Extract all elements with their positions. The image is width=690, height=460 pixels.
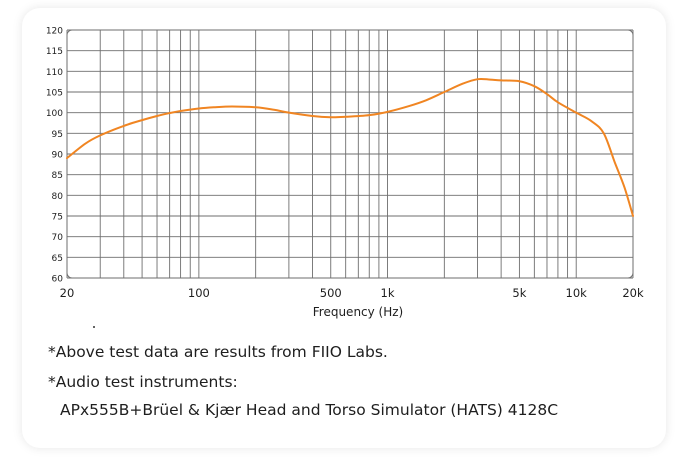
axes: 60 65 70 75 80 85 90 95 100 105 110 115 120 20 100 500 1… xyxy=(46,27,644,301)
note-test-data-source: *Above test data are results from FIIO L… xyxy=(48,343,388,361)
plot-frame xyxy=(66,29,634,279)
y-tick-label: 95 xyxy=(52,130,63,140)
y-tick-label: 60 xyxy=(52,275,64,285)
series-layer xyxy=(66,77,634,217)
y-tick-label: 90 xyxy=(52,151,64,161)
y-tick-label: 85 xyxy=(52,171,63,181)
x-tick-label: 20k xyxy=(622,286,644,300)
x-tick-label: 100 xyxy=(188,286,210,300)
y-tick-label: 105 xyxy=(46,89,63,99)
chart-card xyxy=(22,8,666,448)
note-test-instruments: APx555B+Brüel & Kjær Head and Torso Simu… xyxy=(60,401,559,419)
y-tick-label: 115 xyxy=(46,47,63,57)
y-tick-label: 65 xyxy=(52,254,63,264)
note-test-instruments-heading: *Audio test instruments: xyxy=(48,373,238,391)
y-tick-label: 70 xyxy=(52,233,64,243)
x-tick-label: 1k xyxy=(381,286,395,300)
grid xyxy=(66,29,634,279)
x-tick-label: 20 xyxy=(60,286,75,300)
x-tick-label: 500 xyxy=(320,286,342,300)
frequency-response-line xyxy=(66,77,634,217)
y-tick-label: 75 xyxy=(52,213,63,223)
x-tick-label: 10k xyxy=(566,286,588,300)
x-axis-label: Frequency (Hz) xyxy=(313,305,404,319)
y-tick-label: 120 xyxy=(46,27,63,37)
stray-dot xyxy=(93,326,95,328)
x-tick-label: 5k xyxy=(512,286,526,300)
y-tick-label: 80 xyxy=(52,192,64,202)
y-tick-label: 110 xyxy=(46,68,63,78)
y-tick-label: 100 xyxy=(46,109,63,119)
